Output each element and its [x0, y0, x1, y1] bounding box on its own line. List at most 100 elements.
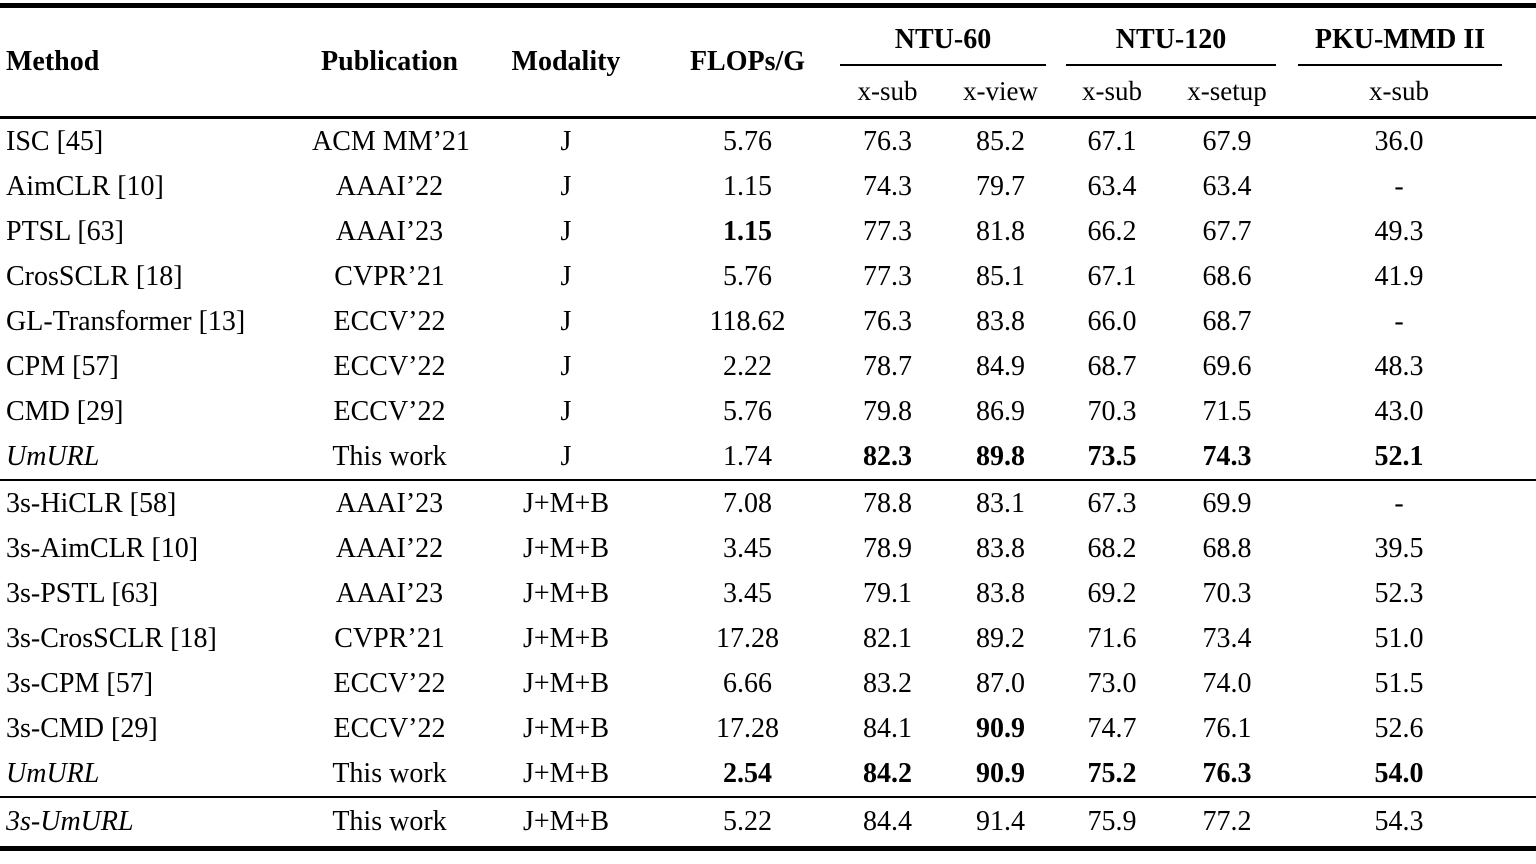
table-row: PTSL [63] AAAI’23 J 1.15 77.3 81.8 66.2 67.7 49.… [0, 209, 1536, 254]
col-header-flops: FLOPs/G [689, 46, 806, 77]
cell-ntu60-xview: 83.1 [945, 479, 1057, 526]
cell-publication: CVPR’21 [334, 622, 445, 654]
cell-method: 3s-CrosSCLR [18] [6, 622, 217, 654]
col-group-ntu120: NTU-120 [1056, 6, 1286, 66]
cell-publication: AAAI’22 [335, 532, 444, 564]
col-group-ntu60-label: NTU-60 [840, 24, 1047, 66]
cell-ntu120-xsub: 69.2 [1087, 577, 1137, 609]
cell-ntu60-xsub: 84.2 [863, 757, 912, 789]
cell-method: UmURL [6, 440, 100, 472]
cell-ntu60-xview: 89.8 [976, 440, 1025, 472]
cell-ntu60-xview: 83.8 [976, 305, 1025, 337]
cell-modality: J [560, 215, 572, 247]
cell-ntu60-xview: 87.0 [976, 667, 1025, 699]
cell-ntu120-xsetup: 68.7 [1202, 305, 1252, 337]
cell-modality: J+M+B [467, 479, 665, 526]
cell-flops: 1.74 [723, 440, 772, 472]
col-header-ntu120-xsetup: x-setup [1187, 75, 1267, 106]
cell-modality: J+M+B [522, 622, 610, 654]
col-group-pku: PKU-MMD II [1286, 6, 1536, 66]
table-row: CrosSCLR [18] CVPR’21 J 5.76 77.3 85.1 67.1 68.… [0, 254, 1536, 299]
table-row: UmURL This work J 1.74 82.3 89.8 73.5 74.3 52.1 [0, 434, 1536, 480]
cell-flops: 1.15 [723, 215, 772, 247]
cell-modality: J [560, 260, 572, 292]
col-header-method: Method [6, 46, 100, 77]
cell-modality: J+M+B [467, 796, 665, 849]
cell-publication: ACM MM’21 [312, 125, 470, 157]
cell-flops: 3.45 [723, 532, 772, 564]
cell-method: 3s-AimCLR [10] [6, 532, 199, 564]
table-row: CPM [57] ECCV’22 J 2.22 78.7 84.9 68.7 69.6 48.3 [0, 344, 1536, 389]
cell-modality: J [560, 440, 572, 472]
cell-publication: CVPR’21 [334, 260, 445, 292]
cell-publication: ECCV’22 [333, 712, 446, 744]
cell-flops: 5.76 [723, 125, 772, 157]
cell-ntu120-xsetup: 74.0 [1202, 667, 1252, 699]
table-row: 3s-CrosSCLR [18] CVPR’21 J+M+B 17.28 82.1 89.… [0, 616, 1536, 661]
table-row: 3s-AimCLR [10] AAAI’22 J+M+B 3.45 78.9 83.8 68… [0, 526, 1536, 571]
cell-method: PTSL [63] [6, 215, 124, 247]
cell-ntu120-xsub: 75.9 [1056, 796, 1169, 849]
cell-ntu60-xsub: 78.9 [863, 532, 912, 564]
cell-flops: 2.54 [723, 757, 772, 789]
col-header-publication: Publication [321, 46, 458, 77]
cell-pku-xsub: 52.1 [1374, 440, 1424, 472]
cell-ntu60-xsub: 78.7 [863, 350, 912, 382]
cell-flops: 6.66 [723, 667, 772, 699]
table-row: 3s-HiCLR [58] AAAI’23 J+M+B 7.08 78.8 83.1 67.… [0, 479, 1536, 526]
cell-pku-xsub: 54.0 [1374, 757, 1424, 789]
cell-ntu60-xsub: 79.1 [863, 577, 912, 609]
cell-pku-xsub: 41.9 [1374, 260, 1424, 292]
col-header-ntu60-xview: x-view [963, 75, 1038, 106]
table-row: ISC [45] ACM MM’21 J 5.76 76.3 85.2 67.1 67.9 36… [0, 118, 1536, 165]
cell-flops: 3.45 [723, 577, 772, 609]
cell-ntu120-xsetup: 68.6 [1202, 260, 1252, 292]
table-row: 3s-CPM [57] ECCV’22 J+M+B 6.66 83.2 87.0 73.0 7… [0, 661, 1536, 706]
cell-ntu120-xsetup: 69.9 [1168, 479, 1287, 526]
table-row: 3s-CMD [29] ECCV’22 J+M+B 17.28 84.1 90.9 74.7… [0, 706, 1536, 751]
cell-ntu120-xsetup: 69.6 [1202, 350, 1252, 382]
cell-ntu60-xsub: 77.3 [863, 260, 912, 292]
cell-method: ISC [45] [6, 125, 104, 157]
cell-ntu60-xview: 89.2 [976, 622, 1025, 654]
col-header-modality: Modality [511, 46, 621, 77]
cell-ntu120-xsub: 73.5 [1087, 440, 1137, 472]
cell-method: 3s-PSTL [63] [6, 577, 159, 609]
cell-ntu60-xview: 81.8 [976, 215, 1025, 247]
cell-ntu120-xsetup: 67.7 [1202, 215, 1252, 247]
cell-publication: AAAI’23 [335, 577, 444, 609]
cell-ntu120-xsub: 66.0 [1087, 305, 1137, 337]
cell-flops: 5.22 [665, 796, 830, 849]
cell-ntu60-xsub: 79.8 [863, 395, 912, 427]
cell-ntu60-xsub: 84.1 [863, 712, 912, 744]
cell-pku-xsub: 51.5 [1374, 667, 1424, 699]
cell-method: 3s-CMD [29] [6, 712, 158, 744]
cell-flops: 5.76 [723, 260, 772, 292]
cell-pku-xsub: 48.3 [1374, 350, 1424, 382]
cell-pku-xsub: - [1394, 305, 1404, 337]
cell-pku-xsub: 49.3 [1374, 215, 1424, 247]
table-row: CMD [29] ECCV’22 J 5.76 79.8 86.9 70.3 71.5 43.0 [0, 389, 1536, 434]
cell-method: 3s-HiCLR [58] [0, 479, 312, 526]
cell-ntu120-xsub: 67.1 [1087, 125, 1137, 157]
cell-publication: This work [332, 757, 447, 789]
cell-ntu120-xsetup: 70.3 [1202, 577, 1252, 609]
cell-ntu60-xview: 79.7 [976, 170, 1025, 202]
cell-pku-xsub: 52.6 [1374, 712, 1424, 744]
col-group-pku-label: PKU-MMD II [1298, 24, 1503, 66]
cell-pku-xsub: 52.3 [1374, 577, 1424, 609]
col-group-ntu60: NTU-60 [830, 6, 1056, 66]
cell-ntu120-xsub: 74.7 [1087, 712, 1137, 744]
col-header-ntu60-xsub: x-sub [857, 75, 918, 106]
cell-modality: J+M+B [522, 712, 610, 744]
cell-publication: AAAI’23 [312, 479, 467, 526]
cell-ntu120-xsub: 63.4 [1087, 170, 1137, 202]
cell-ntu120-xsub: 70.3 [1087, 395, 1137, 427]
cell-publication: AAAI’22 [335, 170, 444, 202]
cell-modality: J+M+B [522, 577, 610, 609]
cell-ntu120-xsetup: 76.3 [1202, 757, 1252, 789]
cell-method: UmURL [6, 757, 100, 789]
results-table: Method Publication Modality FLOPs/G NTU-… [0, 3, 1536, 851]
cell-ntu60-xsub: 74.3 [863, 170, 912, 202]
cell-method: GL-Transformer [13] [6, 305, 246, 337]
